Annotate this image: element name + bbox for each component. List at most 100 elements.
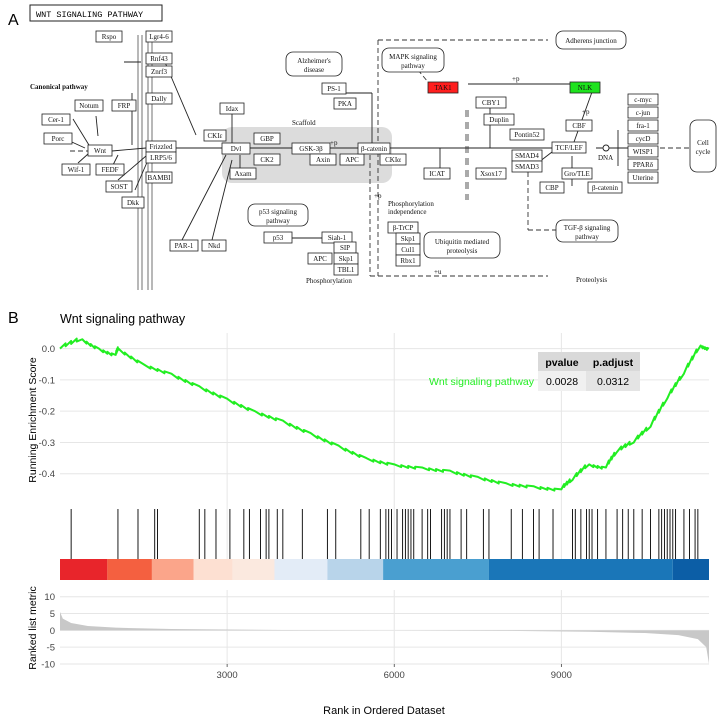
gene-smad3[interactable]: SMAD3	[511, 160, 543, 173]
gene-apc2[interactable]: APC	[307, 252, 333, 265]
gene-btrcp[interactable]: β-TrCP	[387, 221, 419, 234]
gene-dvl[interactable]: Dvl	[221, 142, 251, 155]
gene-gbp[interactable]: GBP	[253, 132, 281, 145]
table-header-pvalue-bg	[538, 352, 586, 371]
gene-cer1[interactable]: Cer-1	[41, 113, 71, 126]
gene-ppard[interactable]: PPARδ	[627, 158, 659, 171]
svg-text:Siah-1: Siah-1	[328, 234, 347, 242]
gene-axam[interactable]: Axam	[229, 167, 257, 180]
gene-ck2[interactable]: CK2	[253, 153, 281, 166]
gene-p53[interactable]: p53	[263, 231, 293, 244]
heatbar-segment	[60, 559, 108, 580]
gene-sip[interactable]: SIP	[333, 241, 357, 254]
gene-tak1[interactable]: TAK1	[427, 81, 459, 94]
metric-tick-label: 5	[50, 609, 55, 620]
gene-gsk3b[interactable]: GSK-3β	[291, 142, 331, 155]
gene-nodes: Rspo Lgr4-6 Rnf43 Znrf3 Dally Frizzled LRP5/6 B…	[41, 30, 659, 276]
gene-idax[interactable]: Idax	[219, 102, 245, 115]
gene-uterine[interactable]: Uterine	[627, 171, 659, 184]
gene-znrf3[interactable]: Znrf3	[145, 65, 173, 78]
gene-fra1[interactable]: fra-1	[627, 119, 659, 132]
gene-skp1a[interactable]: Skp1	[333, 252, 359, 265]
gene-cycd[interactable]: cycD	[627, 132, 659, 145]
gene-smad4[interactable]: SMAD4	[511, 149, 543, 162]
es-tick-label: -0.1	[39, 375, 55, 386]
gene-pka[interactable]: PKA	[333, 97, 357, 110]
metric-panel	[60, 590, 709, 664]
gene-wif1[interactable]: Wif-1	[61, 163, 91, 176]
gene-cki-e[interactable]: CKIε	[203, 129, 227, 142]
gene-cbf-top[interactable]: CBF	[565, 119, 593, 132]
es-tick-label: -0.2	[39, 407, 55, 418]
gene-cmyc[interactable]: c-myc	[627, 93, 659, 106]
gene-porc[interactable]: Porc	[43, 132, 73, 145]
gene-notum[interactable]: Notum	[74, 99, 104, 112]
svg-text:Wif-1: Wif-1	[68, 166, 85, 174]
gene-nlk[interactable]: NLK	[569, 81, 601, 94]
gene-wnt[interactable]: Wnt	[87, 144, 113, 157]
gene-ps1[interactable]: PS-1	[321, 82, 347, 95]
metric-tick-label: -5	[47, 643, 55, 654]
gene-tbl1[interactable]: TBL1	[333, 263, 359, 276]
heatbar-segment	[327, 559, 384, 580]
gene-cbp[interactable]: CBP	[539, 181, 565, 194]
gene-rnf43[interactable]: Rnf43	[145, 52, 173, 65]
gene-nkd[interactable]: Nkd	[201, 239, 227, 252]
gene-bambi[interactable]: BAMBI	[145, 171, 173, 184]
gene-axin[interactable]: Axin	[309, 153, 337, 166]
svg-text:SMAD4: SMAD4	[515, 152, 539, 160]
gene-frp[interactable]: FRP	[111, 99, 137, 112]
gene-lgr[interactable]: Lgr4-6	[145, 30, 173, 43]
gene-skp1b[interactable]: Skp1	[395, 232, 421, 245]
gene-icat[interactable]: ICAT	[423, 167, 451, 180]
svg-text:TBL1: TBL1	[338, 266, 355, 274]
heatbar-segment	[151, 559, 194, 580]
gene-lrp[interactable]: LRP5/6	[145, 151, 177, 164]
gene-rbx1[interactable]: Rbx1	[395, 254, 421, 267]
svg-text:Rspo: Rspo	[102, 33, 117, 41]
pathway-link-adherens[interactable]: Adherens junction	[555, 30, 627, 50]
gene-hit-ticks	[70, 509, 699, 559]
gene-apc[interactable]: APC	[339, 153, 365, 166]
gene-bcat2[interactable]: β-catenin	[587, 181, 623, 194]
svg-text:β-catenin: β-catenin	[592, 184, 619, 192]
metric-tick-label: -10	[41, 660, 55, 671]
svg-text:β-TrCP: β-TrCP	[393, 224, 414, 232]
gene-xsox17[interactable]: Xsox17	[475, 167, 507, 180]
gene-cby1[interactable]: CBY1	[475, 96, 507, 109]
gene-wisp1[interactable]: WISP1	[627, 145, 659, 158]
heatbar-segment	[107, 559, 152, 580]
plus-p-label-1: +p	[330, 139, 338, 147]
gene-dkk[interactable]: Dkk	[121, 196, 145, 209]
gene-fedf[interactable]: FEDF	[95, 163, 125, 176]
x-tick-label: 6000	[384, 670, 405, 681]
gene-bcatenin[interactable]: β-catenin	[357, 142, 391, 155]
svg-text:Xsox17: Xsox17	[480, 170, 502, 178]
gene-groucho[interactable]: Gro/TLE	[561, 167, 593, 180]
gene-par1[interactable]: PAR-1	[169, 239, 199, 252]
svg-text:Znrf3: Znrf3	[151, 68, 167, 76]
gene-cjun[interactable]: c-jun	[627, 106, 659, 119]
gene-siah1[interactable]: Siah-1	[321, 231, 353, 244]
svg-text:LRP5/6: LRP5/6	[150, 154, 172, 162]
gene-pontin52[interactable]: Pontin52	[509, 128, 545, 141]
gene-sost[interactable]: SOST	[105, 180, 133, 193]
svg-text:Axam: Axam	[234, 170, 252, 178]
panel-b: B Wnt signaling pathway 0.0 -0.1 -0.2 -0.3 -…	[8, 310, 710, 717]
gene-duplin[interactable]: Duplin	[483, 113, 515, 126]
gene-frizzled[interactable]: Frizzled	[145, 140, 177, 153]
table-cell-padjust-bg	[586, 371, 640, 391]
svg-text:pathway: pathway	[575, 233, 599, 241]
gene-tcf[interactable]: TCF/LEF	[551, 141, 587, 154]
gene-rspo[interactable]: Rspo	[95, 30, 123, 43]
gene-ckia[interactable]: CKIα	[379, 153, 407, 166]
gene-cul1[interactable]: Cul1	[395, 243, 421, 256]
gene-dally[interactable]: Dally	[145, 92, 173, 105]
panel-letter-b: B	[8, 310, 19, 327]
